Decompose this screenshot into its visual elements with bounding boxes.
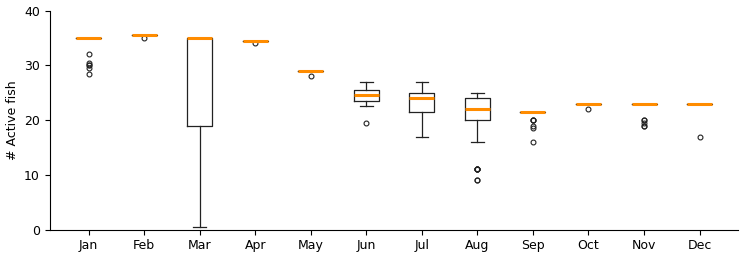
Y-axis label: # Active fish: # Active fish [5,80,19,160]
